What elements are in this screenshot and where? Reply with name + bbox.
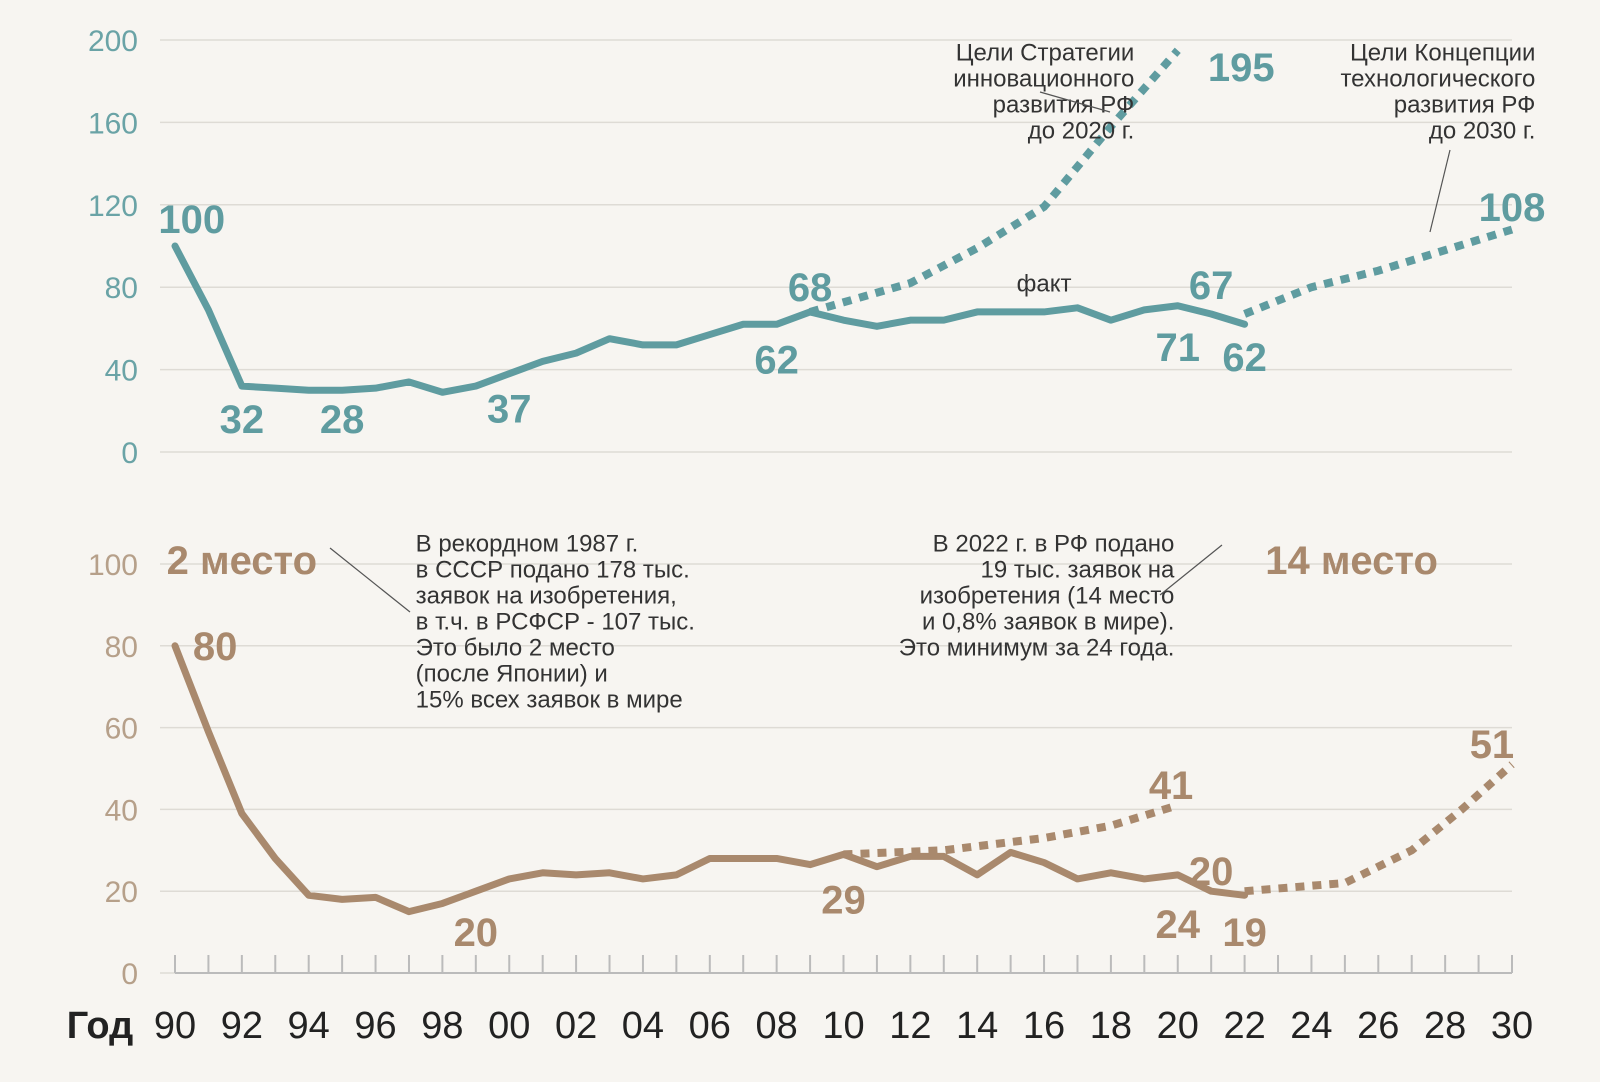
y-tick-label: 80 xyxy=(105,272,138,305)
annotation-line: 19 тыс. заявок на xyxy=(981,557,1176,584)
annotation-line: Цели Стратегии xyxy=(956,40,1135,67)
y-tick-label: 0 xyxy=(121,958,138,991)
x-tick-label: 22 xyxy=(1223,1005,1265,1047)
data-label: 67 xyxy=(1189,264,1234,308)
y-tick-label: 0 xyxy=(121,437,138,470)
annotation-line: изобретения (14 место xyxy=(920,583,1175,610)
data-label: 71 xyxy=(1156,326,1201,370)
x-tick-label: 92 xyxy=(221,1005,263,1047)
data-label: 20 xyxy=(454,911,499,955)
data-label: 37 xyxy=(487,388,532,432)
annotation-line: до 2020 г. xyxy=(1028,118,1135,145)
chart-bottom-applications: 0 20 40 60 80 100 80 20 29 41 24 19 20 51 2 место 14 ме… xyxy=(88,531,1515,991)
y-tick-label: 120 xyxy=(88,190,138,223)
annotation-text: В 2022 г. в РФ подано 19 тыс. заявок на из… xyxy=(899,531,1175,662)
x-tick-label: 08 xyxy=(756,1005,798,1047)
data-label: 80 xyxy=(193,625,238,669)
annotation-line: технологического xyxy=(1340,66,1535,93)
y-tick-label: 20 xyxy=(105,876,138,909)
leader-line xyxy=(1429,149,1451,233)
leader-line xyxy=(1159,544,1223,596)
data-label: 100 xyxy=(158,198,225,242)
data-label: 62 xyxy=(754,338,799,382)
leader-line xyxy=(329,547,411,613)
annotation-line: до 2030 г. xyxy=(1429,118,1536,145)
x-tick-label: 10 xyxy=(822,1005,864,1047)
x-tick-label: 04 xyxy=(622,1005,664,1047)
series-line-actual xyxy=(171,242,1249,396)
data-label: 29 xyxy=(821,878,866,922)
annotation-line: В рекордном 1987 г. xyxy=(416,531,639,558)
x-tick-label: 02 xyxy=(555,1005,597,1047)
data-label: 62 xyxy=(1222,336,1267,380)
series-line-target xyxy=(808,47,1181,316)
annotation-line: в СССР подано 178 тыс. xyxy=(416,557,690,584)
x-tick-label: 18 xyxy=(1090,1005,1132,1047)
rank-label: 14 место xyxy=(1265,539,1438,583)
data-label: 28 xyxy=(320,398,365,442)
y-tick-label: 40 xyxy=(105,355,138,388)
data-label: 41 xyxy=(1149,764,1194,808)
annotation-line: в т.ч. в РСФСР - 107 тыс. xyxy=(416,609,695,636)
data-label: 108 xyxy=(1479,186,1546,230)
x-tick-label: 00 xyxy=(488,1005,530,1047)
annotation-line: заявок на изобретения, xyxy=(416,583,677,610)
x-tick-label: 90 xyxy=(154,1005,196,1047)
x-axis-label: Год xyxy=(67,1005,133,1047)
y-tick-label: 40 xyxy=(105,794,138,827)
x-tick-label: 06 xyxy=(689,1005,731,1047)
x-tick-label: 98 xyxy=(421,1005,463,1047)
series-label-fact: факт xyxy=(1017,270,1072,297)
data-label: 20 xyxy=(1189,850,1234,894)
x-axis: Год 90 92 94 96 98 00 02 04 06 08 10 12 14 16 18 20 22 24… xyxy=(67,955,1533,1047)
data-label: 32 xyxy=(220,398,265,442)
annotation-text: Цели Концепции технологического развития Р… xyxy=(1340,40,1535,145)
annotation-line: Цели Концепции xyxy=(1350,40,1535,67)
data-label: 24 xyxy=(1156,903,1201,947)
annotation-text: Цели Стратегии инновационного развития РФ д… xyxy=(953,40,1134,145)
annotation-line: Это минимум за 24 года. xyxy=(899,635,1175,662)
data-label: 19 xyxy=(1222,911,1267,955)
x-tick-label: 30 xyxy=(1491,1005,1533,1047)
annotation-line: инновационного xyxy=(953,66,1134,93)
x-tick-label: 96 xyxy=(354,1005,396,1047)
x-tick-label: 28 xyxy=(1424,1005,1466,1047)
y-tick-label: 80 xyxy=(105,631,138,664)
x-tick-label: 24 xyxy=(1290,1005,1332,1047)
annotation-line: (после Японии) и xyxy=(416,661,608,688)
annotation-line: Это было 2 место xyxy=(416,635,615,662)
x-tick-label: 12 xyxy=(889,1005,931,1047)
y-tick-label: 60 xyxy=(105,713,138,746)
rank-label: 2 место xyxy=(167,539,317,583)
series-line-actual xyxy=(171,642,1249,916)
x-tick-label: 16 xyxy=(1023,1005,1065,1047)
x-tick-label: 14 xyxy=(956,1005,998,1047)
annotation-line: 15% всех заявок в мире xyxy=(416,687,683,714)
x-tick-label: 94 xyxy=(288,1005,330,1047)
chart-top-patents: 0 40 80 120 160 200 100 32 28 37 62 68 71 62 67 195 108 ф… xyxy=(88,25,1545,470)
x-tick-label: 20 xyxy=(1157,1005,1199,1047)
series-line-target xyxy=(1243,225,1514,318)
x-tick-label: 26 xyxy=(1357,1005,1399,1047)
annotation-line: В 2022 г. в РФ подано xyxy=(933,531,1175,558)
data-label: 68 xyxy=(788,266,833,310)
annotation-line: развития РФ xyxy=(1394,92,1536,119)
leader-line xyxy=(1039,91,1111,113)
y-tick-label: 100 xyxy=(88,549,138,582)
y-tick-label: 160 xyxy=(88,107,138,140)
data-label: 51 xyxy=(1470,723,1515,767)
series-line-target xyxy=(1244,761,1515,896)
y-tick-label: 200 xyxy=(88,25,138,58)
annotation-text: В рекордном 1987 г. в СССР подано 178 тыс… xyxy=(416,531,695,714)
data-label: 195 xyxy=(1208,46,1275,90)
annotation-line: и 0,8% заявок в мире). xyxy=(922,609,1174,636)
annotation-line: развития РФ xyxy=(993,92,1135,119)
series-line-target xyxy=(843,801,1179,859)
